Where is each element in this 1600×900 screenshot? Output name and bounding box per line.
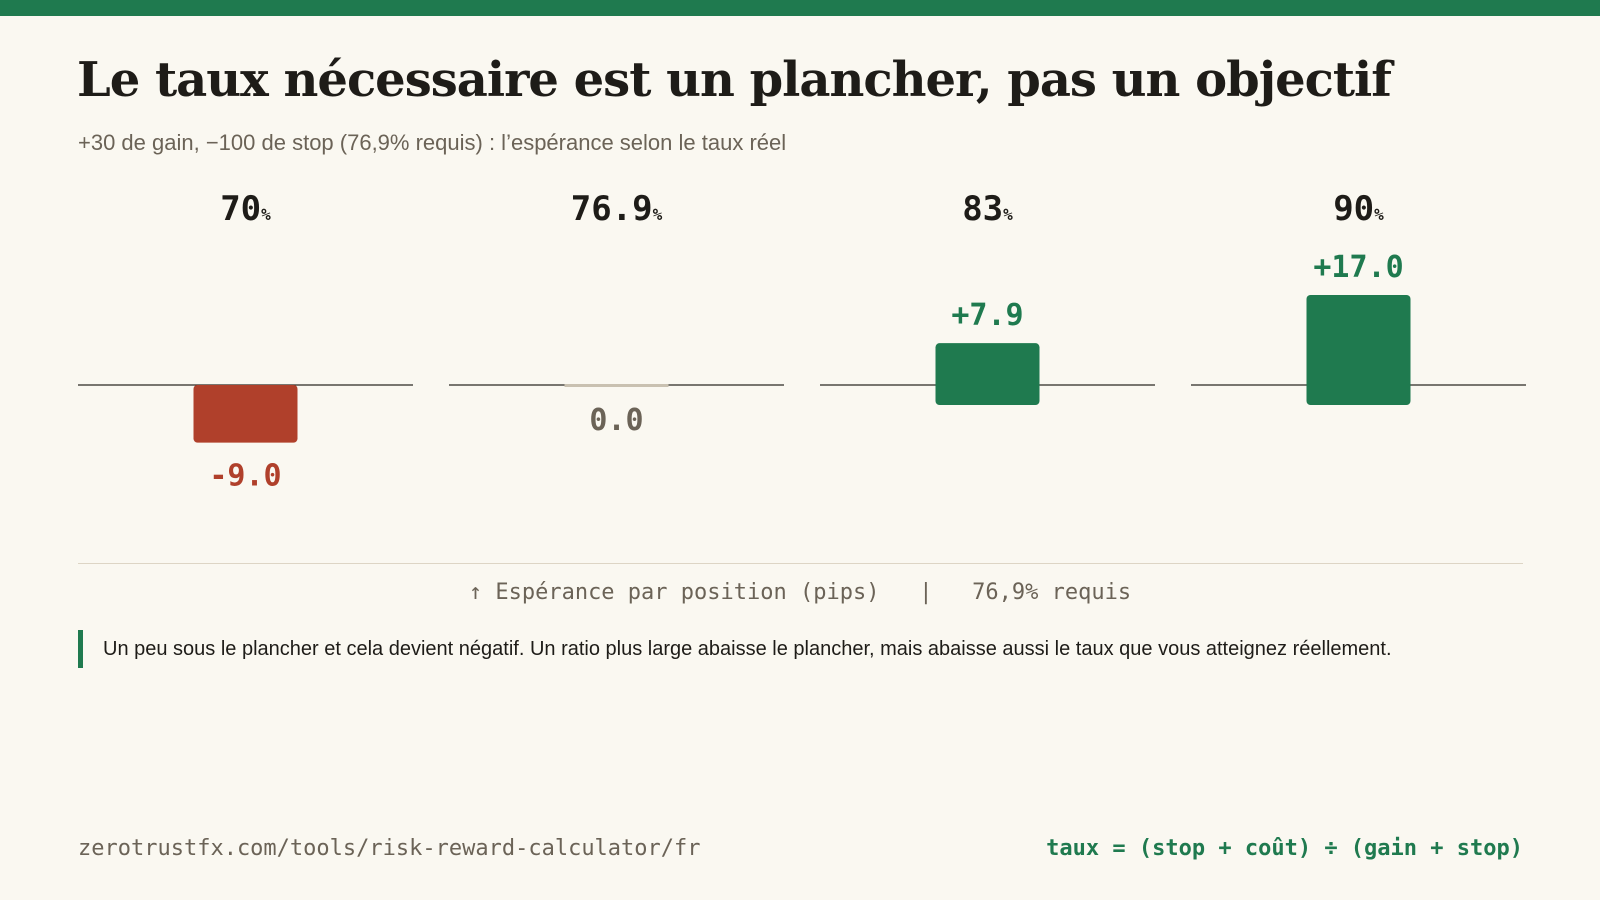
category-label-2: 76.9%	[571, 189, 663, 229]
category-label-1: 70%	[220, 189, 271, 229]
value-label-4: +17.0	[1313, 250, 1403, 285]
page-subtitle: +30 de gain, −100 de stop (76,9% requis)…	[78, 130, 787, 155]
bar-4	[1306, 295, 1411, 405]
top-accent-bar	[0, 0, 1600, 16]
value-label-1: -9.0	[209, 459, 281, 494]
bar-1	[193, 385, 298, 443]
category-label-4: 90%	[1333, 189, 1384, 229]
bar-3	[935, 343, 1040, 405]
value-label-3: +7.9	[951, 298, 1023, 333]
expectancy-bar-chart: 70% -9.0 76.9% 0.0 83% +7.9 90% +17.0	[78, 189, 1526, 494]
page-title: Le taux nécessaire est un plancher, pas …	[77, 52, 1392, 108]
chart-divider	[78, 563, 1523, 564]
chart-caption: ↑ Espérance par position (pips) | 76,9% …	[468, 580, 1132, 605]
callout-note: Un peu sous le plancher et cela devient …	[78, 630, 1523, 668]
value-label-2: 0.0	[589, 403, 643, 438]
bar-2	[564, 384, 669, 387]
category-label-3: 83%	[962, 189, 1013, 229]
footer-url: zerotrustfx.com/tools/risk-reward-calcul…	[78, 836, 701, 861]
footer-formula: taux = (stop + coût) ÷ (gain + stop)	[1046, 836, 1523, 861]
